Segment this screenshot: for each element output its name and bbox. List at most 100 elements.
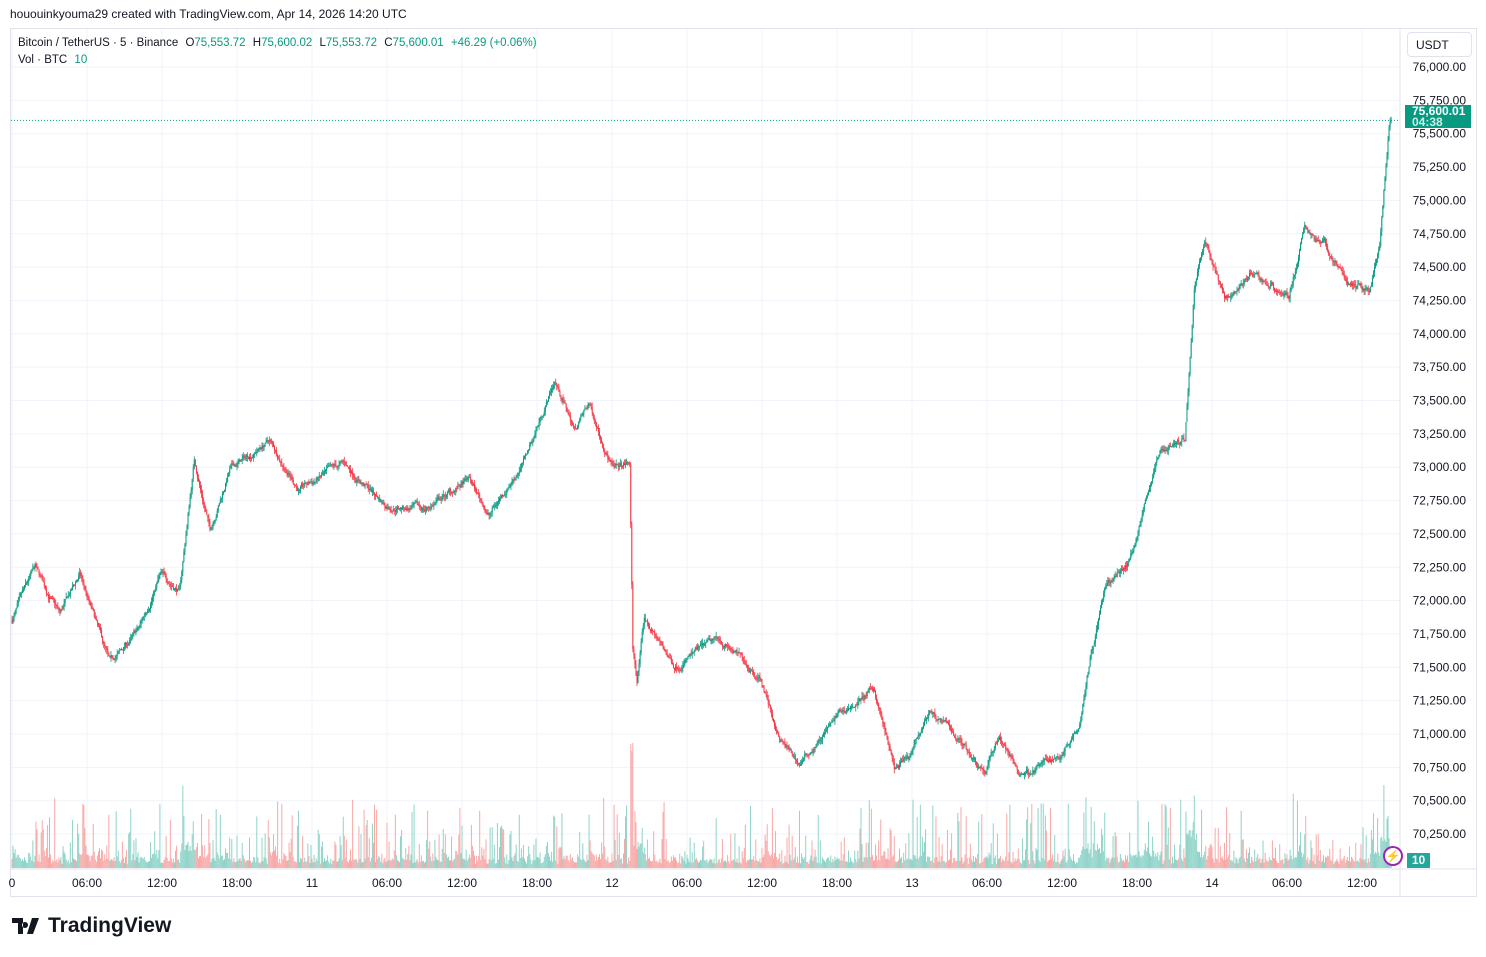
volume-bar	[1380, 837, 1382, 868]
candle	[825, 731, 827, 733]
candle	[90, 602, 92, 607]
volume-bar	[559, 846, 561, 868]
volume-bar	[1029, 863, 1031, 868]
candle	[1044, 758, 1046, 760]
candle	[236, 464, 238, 467]
volume-bar	[786, 837, 788, 868]
candle	[465, 478, 467, 480]
candle	[583, 410, 585, 413]
volume-bar	[460, 853, 462, 868]
volume-bar	[449, 860, 450, 868]
volume-bar	[150, 841, 152, 868]
volume-bar	[956, 860, 958, 868]
volume-bar	[53, 861, 55, 868]
volume-bar	[483, 848, 485, 868]
y-tick-label: 75,500.00	[1413, 127, 1467, 141]
candle	[1336, 262, 1338, 266]
candle	[653, 631, 655, 633]
candle	[490, 512, 492, 514]
volume-bar	[1036, 849, 1038, 868]
volume-bar	[344, 858, 346, 868]
volume-bar	[204, 845, 206, 868]
candle	[419, 506, 421, 508]
volume-bar	[208, 819, 210, 868]
volume-bar	[446, 857, 448, 868]
candle	[943, 720, 945, 722]
candle	[992, 751, 994, 753]
candle	[136, 628, 138, 632]
volume-bar	[613, 804, 615, 868]
volume-bar	[1334, 862, 1336, 868]
candle	[708, 638, 710, 640]
volume-bar	[270, 855, 272, 868]
volume-bar	[332, 860, 334, 868]
candle	[1230, 295, 1232, 298]
candle	[407, 508, 409, 511]
candle	[1281, 293, 1283, 295]
candle	[1224, 293, 1225, 298]
candle	[512, 479, 514, 482]
candle	[513, 479, 515, 481]
volume-bar	[1356, 860, 1358, 868]
volume-bar	[1105, 860, 1107, 868]
volume-bar	[297, 810, 299, 868]
symbol-title[interactable]: Bitcoin / TetherUS · 5 · Binance	[18, 37, 179, 49]
volume-bar	[501, 825, 503, 868]
volume-bar	[16, 855, 18, 868]
candle	[159, 572, 161, 576]
candle	[310, 482, 312, 484]
volume-bar	[1063, 856, 1065, 868]
volume-bar	[57, 862, 59, 868]
candle	[645, 620, 647, 622]
candle	[1006, 749, 1008, 751]
volume-bar	[912, 799, 914, 868]
candle	[1111, 580, 1113, 582]
candle	[1337, 265, 1339, 267]
volume-bar	[1344, 862, 1346, 868]
volume-bar	[1076, 862, 1078, 868]
currency-button[interactable]: USDT	[1407, 32, 1472, 57]
volume-bar	[452, 861, 454, 868]
candle	[255, 452, 257, 454]
candle	[451, 491, 453, 493]
candle	[259, 447, 261, 449]
candle	[32, 567, 34, 571]
volume-bar	[43, 850, 45, 868]
lightning-icon[interactable]: ⚡	[1383, 846, 1403, 866]
candle	[30, 572, 32, 576]
volume-bar	[730, 834, 732, 868]
candle	[842, 710, 844, 712]
candle	[483, 506, 485, 509]
candle	[54, 599, 56, 604]
candle	[1188, 373, 1190, 392]
volume-bar	[1133, 855, 1135, 868]
volume-bar	[590, 851, 592, 868]
candle	[1030, 773, 1032, 775]
volume-bar	[1128, 861, 1130, 868]
volume-bar	[138, 862, 140, 868]
volume-bar	[1045, 830, 1047, 868]
candle	[749, 669, 750, 673]
candle	[354, 477, 356, 480]
volume-bar	[1378, 852, 1380, 868]
volume-bar	[376, 809, 378, 868]
volume-bar	[759, 858, 761, 868]
volume-bar	[1174, 844, 1175, 868]
volume-bar	[915, 858, 917, 868]
candle	[164, 572, 166, 576]
volume-bar	[682, 857, 684, 868]
candle	[102, 636, 104, 642]
volume-bar	[132, 854, 134, 868]
candle	[712, 638, 714, 640]
candle	[301, 483, 303, 487]
volume-bar	[1178, 858, 1180, 868]
volume-label[interactable]: Vol · BTC	[18, 54, 68, 66]
volume-bar	[1251, 856, 1253, 868]
tradingview-logo[interactable]: TradingView	[12, 914, 171, 938]
candle	[269, 440, 271, 442]
volume-bar	[419, 861, 421, 868]
volume-bar	[185, 844, 187, 868]
volume-bar	[782, 863, 784, 868]
volume-bar	[27, 862, 29, 868]
